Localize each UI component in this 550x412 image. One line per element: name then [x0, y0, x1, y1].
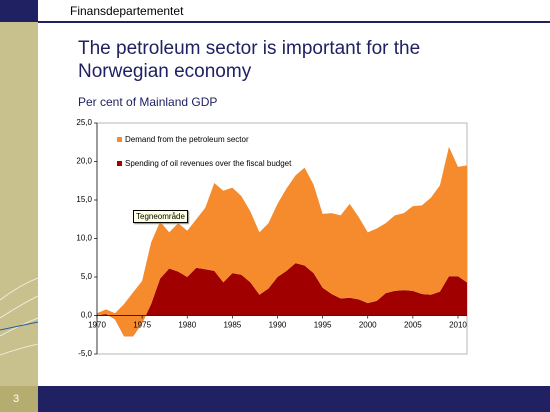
header: Finansdepartementet: [70, 4, 184, 18]
decoration: [0, 277, 39, 356]
subtitle: Per cent of Mainland GDP: [78, 95, 217, 109]
y-tick-label: 5,0: [81, 272, 93, 281]
page-number: 3: [13, 393, 19, 405]
legend-swatch: [117, 137, 122, 142]
x-tick-label: 2000: [359, 321, 377, 330]
area: [97, 263, 467, 337]
x-tick-label: 2010: [449, 321, 467, 330]
y-tick-label: 20,0: [76, 157, 92, 166]
x-tick-label: 1980: [178, 321, 196, 330]
x-tick-label: 1995: [314, 321, 332, 330]
x-tick-label: 1970: [88, 321, 106, 330]
legend-label: Demand from the petroleum sector: [125, 135, 249, 144]
header-line: [38, 21, 550, 23]
footer-corner: [0, 386, 38, 412]
y-tick-label: -5,0: [78, 349, 92, 358]
x-tick-label: 2005: [404, 321, 422, 330]
legend-swatch: [117, 161, 122, 166]
y-tick-label: 25,0: [76, 118, 92, 127]
decoration: [0, 321, 39, 331]
x-tick-label: 1975: [133, 321, 151, 330]
y-tick-label: 0,0: [81, 311, 93, 320]
y-tick-label: 10,0: [76, 234, 92, 243]
tooltip: Tegneområde: [133, 210, 188, 223]
corner: [0, 0, 38, 22]
y-tick-label: 15,0: [76, 195, 92, 204]
area: [97, 146, 467, 337]
x-tick-label: 1990: [269, 321, 287, 330]
slide-title: The petroleum sector is important for th…: [78, 38, 420, 82]
sidebar: [0, 22, 38, 386]
footer-bar: [38, 386, 550, 412]
x-tick-label: 1985: [223, 321, 241, 330]
legend-label: Spending of oil revenues over the fiscal…: [125, 159, 292, 168]
